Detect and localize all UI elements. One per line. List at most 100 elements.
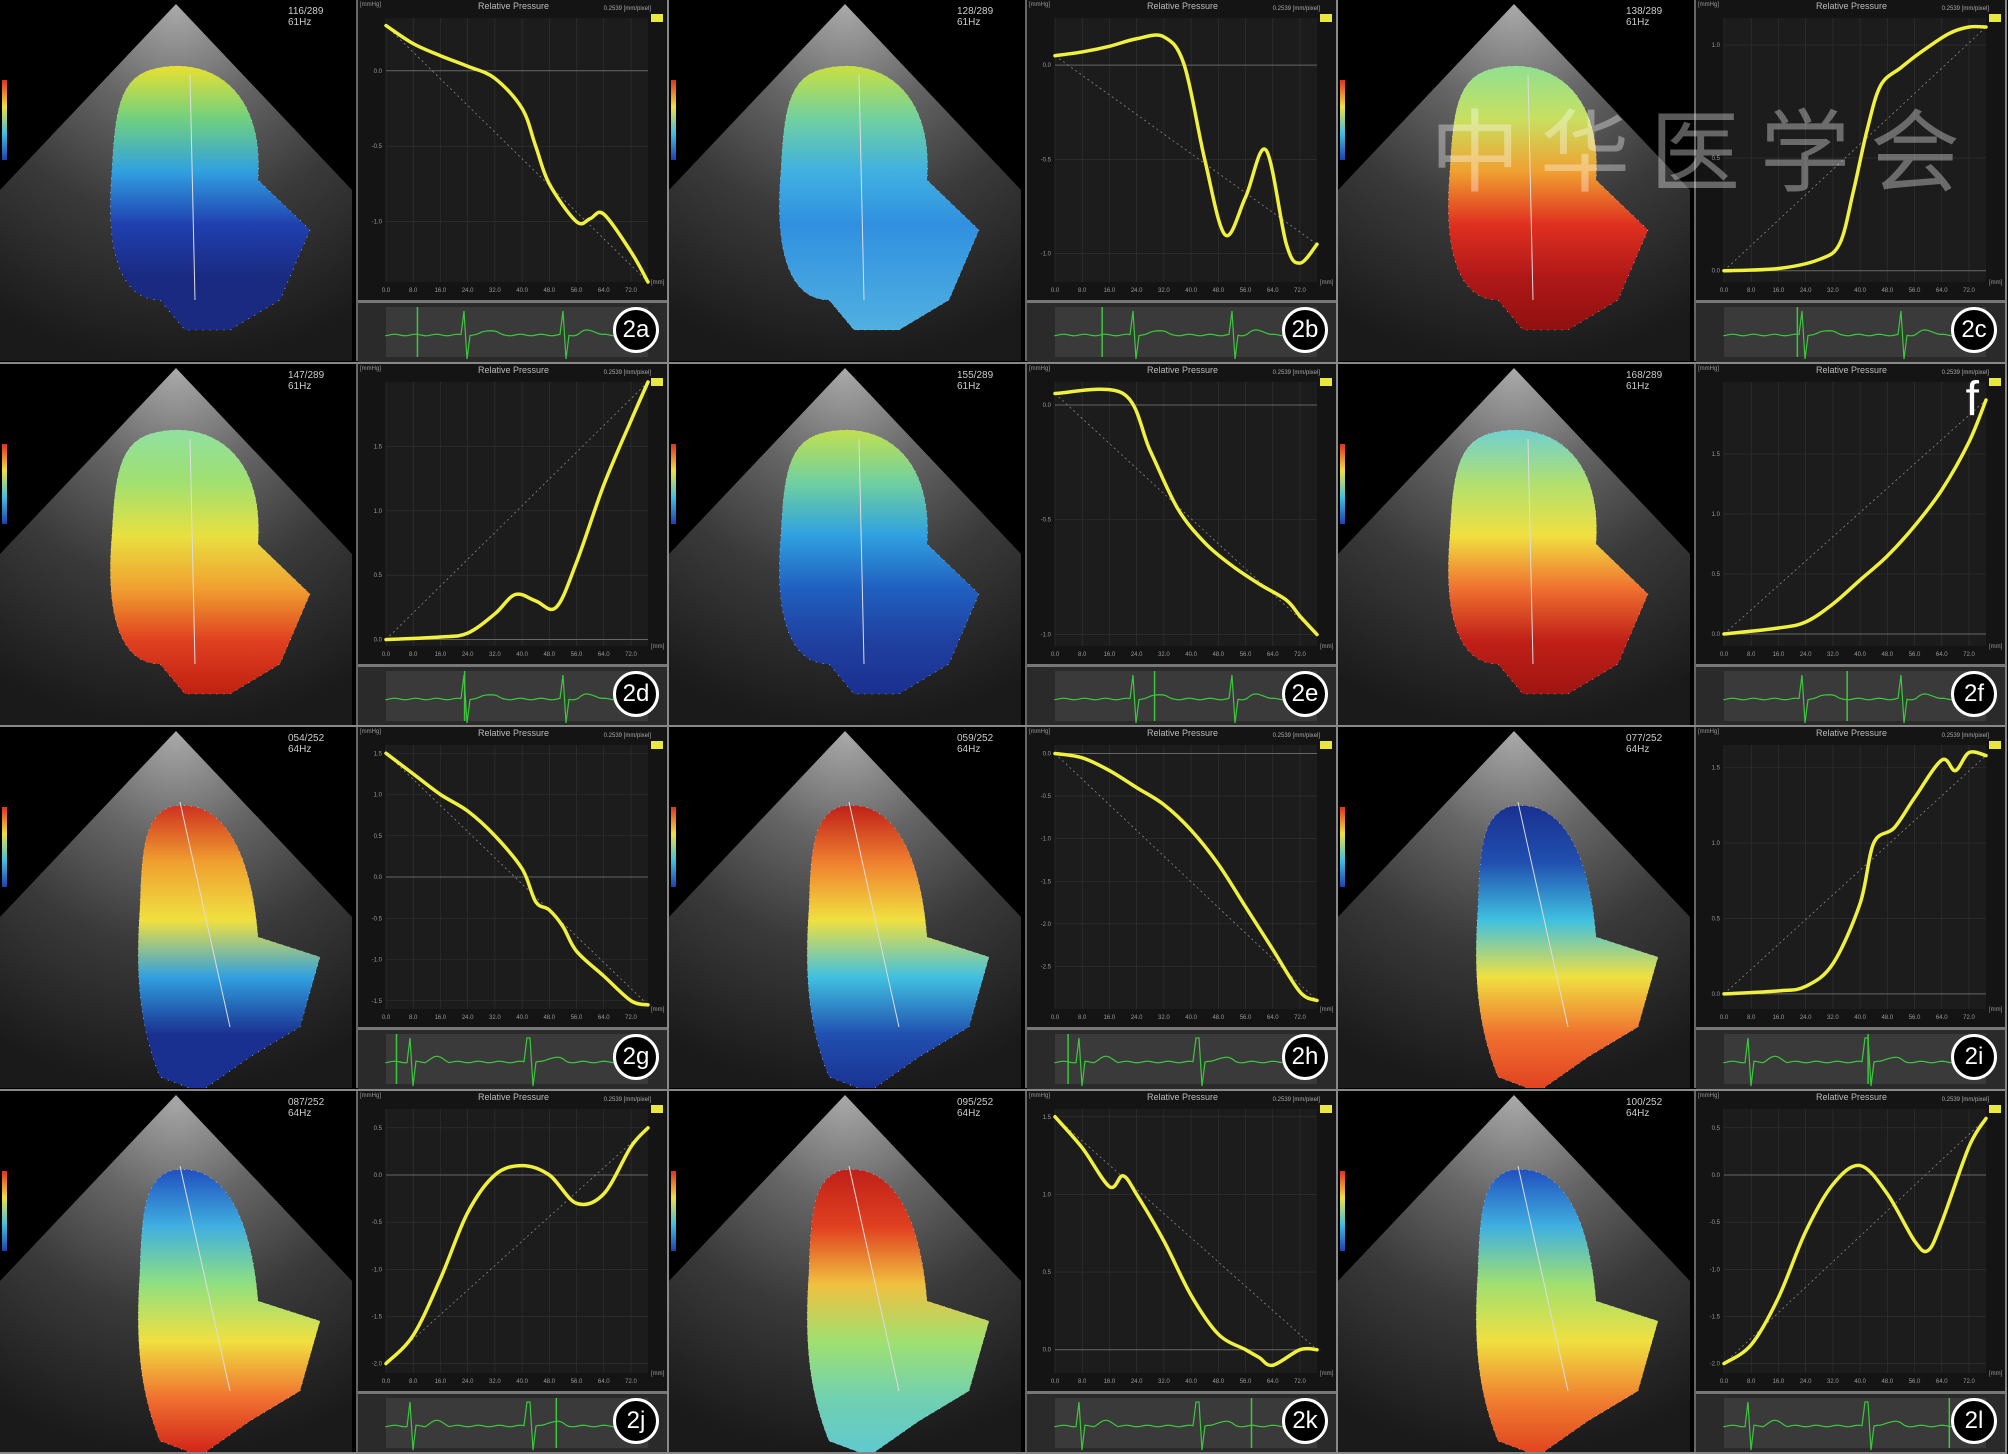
left-ventricle-pressure-map xyxy=(779,429,980,694)
frame-number: 059/252 xyxy=(957,733,994,744)
x-tick-label: 72.0 xyxy=(1294,1015,1306,1021)
x-tick-label: 32.0 xyxy=(1827,1015,1839,1021)
y-tick-label: -0.5 xyxy=(372,1220,383,1226)
x-tick-label: 24.0 xyxy=(462,1379,474,1385)
x-tick-label: 48.0 xyxy=(1881,288,1893,294)
lv-axis-line xyxy=(1517,1165,1569,1391)
pressure-chart: Relative Pressure [mmHg] 0.2539 [mm/pixel]… xyxy=(1025,727,1336,1089)
chart-title: Relative Pressure xyxy=(1815,364,1888,375)
frame-rate: 64Hz xyxy=(957,744,981,755)
x-tick-label: 64.0 xyxy=(1936,1015,1948,1021)
x-tick-label: 24.0 xyxy=(1131,288,1143,294)
y-unit: [mmHg] xyxy=(1029,729,1050,735)
x-tick-label: 56.0 xyxy=(1240,1015,1252,1021)
x-tick-label: 0.0 xyxy=(382,288,391,294)
chart-title: Relative Pressure xyxy=(1146,364,1219,375)
ecg-trace xyxy=(1054,1397,1317,1450)
panel-2e: 155/289 61Hz Relative Pressure [mmHg] 0.2539… xyxy=(669,363,1338,727)
x-tick-label: 24.0 xyxy=(1131,1379,1143,1385)
ecg-trace xyxy=(385,1034,648,1087)
ecg-waveform xyxy=(1723,1400,1986,1450)
x-tick-label: 8.0 xyxy=(1747,652,1756,658)
plot-area xyxy=(386,381,648,646)
lv-axis-line xyxy=(1517,801,1569,1028)
x-tick-label: 72.0 xyxy=(1963,652,1975,658)
y-tick-label: 0.0 xyxy=(1712,1173,1721,1179)
color-scale-bar xyxy=(2,1170,7,1251)
frame-number: 116/289 xyxy=(288,6,324,17)
chart-plot: 0.0 8.0 16.0 24.0 32.0 40.0 48.0 56.0 64.0 72.0 [m… xyxy=(1041,381,1334,658)
pressure-chart: Relative Pressure [mmHg] 0.2539 [mm/pixel]… xyxy=(356,1090,667,1453)
y-tick-label: 0.0 xyxy=(1043,752,1052,758)
panel-2i: 077/252 64Hz Relative Pressure [mmHg] 0.2539… xyxy=(1338,727,2007,1091)
y-unit: [mmHg] xyxy=(1698,729,1719,735)
x-tick-label: 0.0 xyxy=(382,1379,391,1385)
x-tick-label: 16.0 xyxy=(435,288,447,294)
ecg-strip xyxy=(1696,1390,2005,1453)
y-tick-label: 1.5 xyxy=(1712,766,1721,772)
x-tick-label: 32.0 xyxy=(1158,1379,1170,1385)
chart-title: Relative Pressure xyxy=(1146,1,1219,11)
x-unit: [mm] xyxy=(1989,644,2003,650)
x-tick-label: 8.0 xyxy=(1078,1379,1087,1385)
x-tick-label: 32.0 xyxy=(1827,288,1839,294)
color-scale-bar xyxy=(2,443,7,524)
ecg-waveform xyxy=(1054,1037,1317,1087)
ecg-trace xyxy=(1723,307,1986,360)
frame-info: 155/289 61Hz xyxy=(957,370,993,392)
echo-image xyxy=(1338,1094,1690,1452)
y-tick-label: 1.5 xyxy=(1043,1114,1052,1120)
x-tick-label: 8.0 xyxy=(409,288,418,294)
y-tick-label: 0.0 xyxy=(374,69,383,75)
color-scale-bar xyxy=(1340,1170,1345,1251)
x-tick-label: 72.0 xyxy=(1294,288,1306,294)
frame-info: 095/252 64Hz xyxy=(957,1097,993,1119)
reference-line xyxy=(385,381,649,640)
y-tick-label: 0.0 xyxy=(1712,632,1721,638)
left-ventricle-pressure-map xyxy=(110,429,311,694)
reference-line xyxy=(1723,399,1987,634)
frame-rate: 61Hz xyxy=(288,17,312,28)
x-tick-label: 64.0 xyxy=(1267,288,1279,294)
x-tick-label: 48.0 xyxy=(1212,1379,1224,1385)
frame-rate: 64Hz xyxy=(957,1107,981,1119)
echo-image xyxy=(669,731,1021,1088)
y-tick-label: -1.5 xyxy=(1041,879,1052,885)
frame-rate: 61Hz xyxy=(1626,17,1650,28)
plot-area xyxy=(1055,381,1317,646)
scale-label: 0.2539 [mm/pixel] xyxy=(1272,733,1320,739)
frame-number: 168/289 xyxy=(1626,369,1663,381)
frame-rate: 61Hz xyxy=(957,380,981,392)
series-marker xyxy=(1320,1104,1332,1113)
x-tick-label: 48.0 xyxy=(1881,652,1893,658)
y-tick-label: 0.0 xyxy=(1043,1347,1052,1353)
x-tick-label: 56.0 xyxy=(571,1015,583,1021)
panel-2c: 138/289 61Hz Relative Pressure [mmHg] 0.2539… xyxy=(1338,0,2007,364)
plot-area xyxy=(1724,745,1986,1009)
x-tick-label: 16.0 xyxy=(1773,1015,1785,1021)
y-tick-label: 1.0 xyxy=(1712,841,1721,847)
ecg-waveform xyxy=(1054,1400,1317,1450)
pressure-curve xyxy=(1722,750,1988,996)
panel-2f: 168/289 61Hz Relative Pressure [mmHg] 0.2539… xyxy=(1338,363,2007,727)
frame-info: 138/289 61Hz xyxy=(1626,6,1662,28)
ecg-window xyxy=(386,1397,648,1448)
ecg-window xyxy=(1724,1397,1986,1448)
chart-plot: 0.0 8.0 16.0 24.0 32.0 40.0 48.0 56.0 64.0 72.0 [m… xyxy=(374,379,665,658)
x-tick-label: 32.0 xyxy=(489,288,501,294)
pressure-curve xyxy=(384,379,650,641)
scale-label: 0.2539 [mm/pixel] xyxy=(603,1096,651,1103)
frame-number: 138/289 xyxy=(1626,6,1663,17)
x-tick-label: 0.0 xyxy=(1720,1015,1729,1021)
ecg-strip xyxy=(358,1027,667,1089)
panel-2l: 100/252 64Hz Relative Pressure [mmHg] 0.2539… xyxy=(1338,1090,2007,1454)
ecg-window xyxy=(1055,670,1317,721)
ecg-window xyxy=(1724,307,1986,357)
series-marker xyxy=(651,741,663,749)
y-tick-label: 0.0 xyxy=(1712,992,1721,998)
scale-label: 0.2539 [mm/pixel] xyxy=(1272,6,1320,12)
chart-plot: 0.0 8.0 16.0 24.0 32.0 40.0 48.0 56.0 64.0 72.0 [m… xyxy=(1712,381,2003,658)
x-tick-label: 64.0 xyxy=(598,1379,610,1385)
y-unit: [mmHg] xyxy=(360,365,381,372)
echo-image xyxy=(0,1094,352,1452)
